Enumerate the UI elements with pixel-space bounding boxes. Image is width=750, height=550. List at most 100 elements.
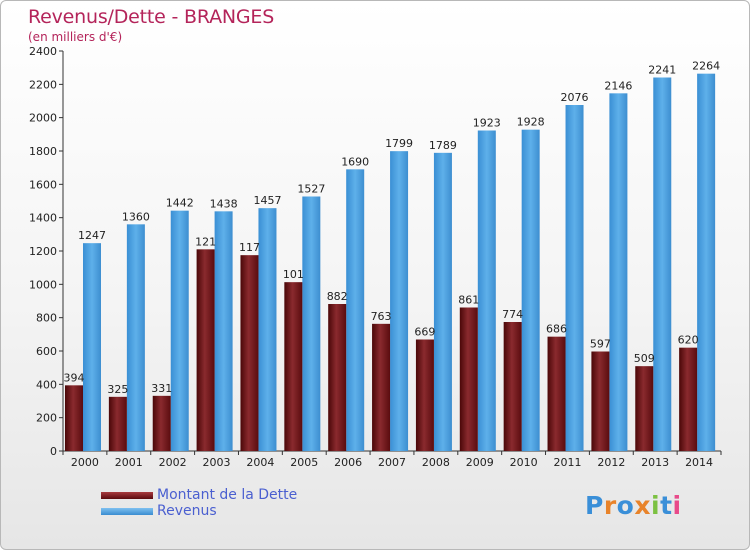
- bar-revenus: [346, 169, 365, 452]
- bar-dette: [152, 395, 171, 451]
- legend-label-dette: Montant de la Dette: [157, 487, 298, 503]
- logo-letter: x: [634, 491, 651, 520]
- x-tick-label: 2005: [290, 456, 318, 469]
- bar-dette: [635, 366, 654, 451]
- bar-revenus: [258, 208, 277, 451]
- data-label-dette: 686: [546, 323, 567, 336]
- bar-revenus: [433, 152, 452, 452]
- y-tick-label: 1800: [29, 145, 57, 158]
- x-tick-label: 2002: [159, 456, 187, 469]
- y-tick-label: 2400: [29, 45, 57, 58]
- data-label-revenus: 1799: [385, 137, 413, 150]
- data-label-revenus: 2076: [561, 91, 589, 104]
- y-tick-label: 2200: [29, 78, 57, 91]
- bar-dette: [372, 323, 391, 451]
- bar-revenus: [170, 210, 189, 451]
- data-label-revenus: 2146: [604, 79, 632, 92]
- data-label-dette: 669: [414, 326, 435, 339]
- bar-dette: [415, 339, 434, 451]
- bar-dette: [679, 347, 698, 451]
- data-label-revenus: 1360: [122, 210, 150, 223]
- bar-revenus: [302, 196, 321, 451]
- x-tick-label: 2012: [597, 456, 625, 469]
- data-label-revenus: 1928: [517, 116, 545, 129]
- logo-letter: o: [616, 491, 635, 520]
- data-label-dette: 331: [151, 382, 172, 395]
- bar-revenus: [214, 211, 233, 451]
- data-label-dette: 620: [678, 334, 699, 347]
- legend-swatch-dette: [101, 491, 153, 499]
- data-label-dette: 763: [371, 310, 392, 323]
- bar-revenus: [83, 243, 101, 451]
- x-tick-label: 2014: [685, 456, 713, 469]
- bar-revenus: [126, 224, 145, 451]
- x-tick-label: 2000: [71, 456, 99, 469]
- x-tick-label: 2008: [422, 456, 450, 469]
- logo-letter: r: [603, 491, 617, 520]
- legend-swatch-revenus: [101, 507, 153, 515]
- bar-dette: [196, 249, 215, 451]
- data-label-dette: 121: [195, 235, 216, 248]
- data-label-revenus: 1457: [253, 194, 281, 207]
- logo-letter: P: [585, 491, 604, 520]
- y-tick-label: 1200: [29, 245, 57, 258]
- proxiti-logo: Proxiti: [585, 491, 682, 520]
- x-tick-label: 2007: [378, 456, 406, 469]
- legend-item-dette: Montant de la Dette: [101, 487, 297, 503]
- data-label-revenus: 2241: [648, 64, 676, 77]
- bar-dette: [328, 304, 347, 451]
- y-tick-label: 400: [36, 378, 57, 391]
- data-label-revenus: 1923: [473, 117, 501, 130]
- x-tick-label: 2011: [553, 456, 581, 469]
- y-tick-label: 600: [36, 345, 57, 358]
- data-label-dette: 774: [502, 308, 523, 321]
- data-label-dette: 117: [239, 241, 260, 254]
- x-tick-label: 2006: [334, 456, 362, 469]
- y-tick-label: 1600: [29, 178, 57, 191]
- x-tick-label: 2001: [115, 456, 143, 469]
- y-tick-label: 200: [36, 412, 57, 425]
- data-label-revenus: 1247: [78, 229, 106, 242]
- data-label-dette: 101: [283, 268, 304, 281]
- bar-dette: [503, 322, 522, 451]
- bar-revenus: [609, 93, 628, 451]
- logo-letter: i: [651, 491, 661, 520]
- logo-letter: t: [660, 491, 673, 520]
- x-tick-label: 2003: [203, 456, 231, 469]
- data-label-revenus: 1690: [341, 155, 369, 168]
- data-label-revenus: 1527: [297, 183, 325, 196]
- legend: Montant de la Dette Revenus: [101, 487, 297, 519]
- data-label-revenus: 2264: [692, 60, 720, 73]
- bar-dette: [591, 351, 610, 451]
- bar-dette: [459, 307, 478, 451]
- x-tick-label: 2010: [510, 456, 538, 469]
- data-label-dette: 861: [458, 294, 479, 307]
- data-label-dette: 597: [590, 338, 611, 351]
- y-tick-label: 0: [50, 445, 57, 458]
- data-label-dette: 325: [107, 383, 128, 396]
- bar-dette: [108, 396, 127, 451]
- bar-revenus: [653, 77, 672, 451]
- data-label-dette: 394: [64, 371, 85, 384]
- data-label-dette: 509: [634, 352, 655, 365]
- bar-dette: [65, 385, 83, 451]
- x-tick-label: 2009: [466, 456, 494, 469]
- legend-item-revenus: Revenus: [101, 503, 297, 519]
- x-tick-label: 2013: [641, 456, 669, 469]
- data-label-dette: 882: [327, 290, 348, 303]
- y-tick-label: 1400: [29, 212, 57, 225]
- x-tick-label: 2004: [246, 456, 274, 469]
- logo-letter: i: [672, 491, 682, 520]
- y-tick-label: 800: [36, 312, 57, 325]
- bar-revenus: [390, 151, 409, 451]
- data-label-revenus: 1789: [429, 139, 457, 152]
- bar-dette: [240, 255, 259, 451]
- y-tick-label: 2000: [29, 112, 57, 125]
- bar-revenus: [697, 73, 716, 452]
- bar-dette: [284, 282, 303, 451]
- chart-subtitle: (en milliers d'€): [28, 30, 123, 44]
- data-label-revenus: 1442: [166, 197, 194, 210]
- chart-title: Revenus/Dette - BRANGES: [28, 6, 275, 28]
